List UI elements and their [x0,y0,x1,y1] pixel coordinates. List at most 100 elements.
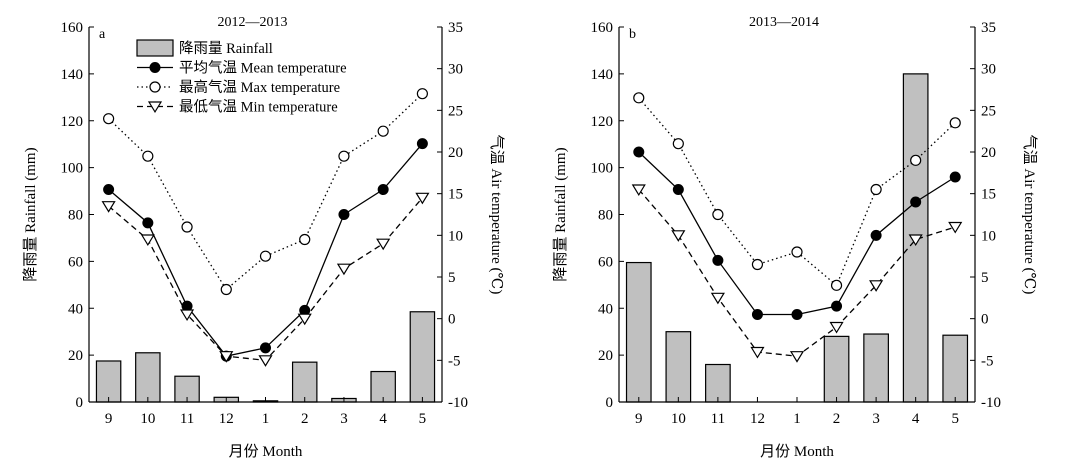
legend-label-rainfall: 降雨量 Rainfall [179,40,273,57]
right-tick-label: -5 [448,353,461,369]
min-temp-point [869,280,884,292]
x-tick-label: 11 [711,411,725,427]
mean-temp-line [108,143,423,357]
max-temp-point [142,150,154,162]
left-tick-label: 120 [61,114,84,130]
mean-temp-point [672,184,684,195]
right-axis-title: 气温 Air temperature (℃) [1021,135,1038,295]
right-tick-label: 5 [448,270,456,286]
legend: 降雨量 Rainfall 平均气温 Mean temperature 最高气温 Ma… [136,39,347,116]
mean-temp-point [870,229,882,241]
chart-panel-b: 020406080100120140160-10-505101520253035… [552,15,1038,460]
right-tick-label: 20 [981,145,996,161]
legend-label: 最高气温 Max temperature [179,79,340,96]
x-axis-title: 月份 Month [760,443,834,460]
mean-temp-point [831,300,843,312]
right-axis-title: 气温 Air temperature (℃) [488,135,505,295]
mean-temp-point [949,171,961,183]
left-tick-label: 60 [598,254,613,270]
min-temp-point [829,321,844,334]
x-tick-label: 3 [340,411,348,427]
max-temp-point [259,250,272,262]
mean-temp-point [712,254,724,266]
right-tick-label: 0 [981,312,989,328]
chart-title: 2012—2013 [218,15,288,30]
left-tick-label: 120 [591,114,614,130]
x-tick-label: 2 [301,411,309,427]
max-temp-point [338,150,350,162]
mean-temp-point [791,309,803,320]
right-tick-label: 30 [448,62,463,78]
min-temp-point [376,238,391,251]
rainfall-bar [625,261,652,403]
right-tick-label: -10 [981,395,1001,411]
mean-temp-point [103,184,115,195]
min-temp-point [671,230,686,242]
max-temp-point [633,92,645,104]
max-temp-line [108,93,423,291]
rainfall-bar [863,333,889,403]
rainfall-bar [95,360,122,403]
min-temp-point [297,313,312,326]
max-temp-point [870,183,882,196]
x-tick-label: 2 [833,411,841,427]
min-temp-point [908,234,923,247]
left-tick-label: 40 [68,301,83,317]
max-temp-point [416,88,428,100]
left-tick-label: 100 [61,161,84,177]
min-temp-point [179,309,195,322]
mean-temp-point [142,217,154,229]
x-axis-title: 月份 Month [229,443,303,460]
right-tick-label: 35 [981,20,996,36]
left-tick-label: 60 [68,254,83,270]
x-tick-label: 3 [872,411,880,427]
left-tick-label: 80 [598,208,613,224]
panel-label: a [99,27,106,42]
right-tick-label: 15 [448,187,463,203]
max-temp-point [830,279,843,291]
right-tick-label: 35 [448,20,463,36]
min-temp-point [789,351,805,363]
min-temp-point [140,234,155,247]
x-tick-label: 11 [180,411,194,427]
panel-label: b [629,27,636,42]
x-tick-label: 4 [912,411,920,427]
min-temp-point [258,355,273,367]
rainfall-bar [942,334,969,403]
max-temp-point [712,208,724,221]
left-tick-label: 160 [61,20,84,36]
rainfall-bar [705,363,731,403]
mean-temp-point [377,184,389,195]
right-tick-label: 20 [448,145,463,161]
right-tick-label: 0 [448,312,456,328]
max-temp-point [299,233,311,246]
max-temp-point [791,246,803,258]
x-tick-label: 4 [379,411,387,427]
mean-temp-point [149,62,161,73]
max-temp-point [103,113,115,125]
min-temp-point [336,263,352,276]
chart-title: 2013—2014 [749,15,819,30]
x-tick-label: 5 [951,411,959,427]
x-tick-label: 12 [219,411,234,427]
max-temp-point [377,125,389,137]
min-temp-point [101,201,116,213]
max-temp-point [672,138,684,150]
min-temp-point [219,351,234,363]
max-temp-point [910,154,922,166]
left-tick-label: 40 [598,301,613,317]
mean-temp-point [751,309,763,320]
mean-temp-point [338,209,350,220]
max-temp-point [949,117,961,129]
x-tick-label: 9 [635,411,643,427]
x-tick-label: 10 [140,411,155,427]
legend-label: 最低气温 Min temperature [179,99,338,116]
rainfall-bar [291,361,318,403]
mean-temp-point [260,342,271,354]
x-tick-label: 1 [793,411,801,427]
left-axis-title: 降雨量 Rainfall (mm) [22,147,39,281]
left-tick-label: 20 [68,348,83,364]
right-tick-label: 10 [981,228,996,244]
left-axis-title: 降雨量 Rainfall (mm) [552,147,569,281]
